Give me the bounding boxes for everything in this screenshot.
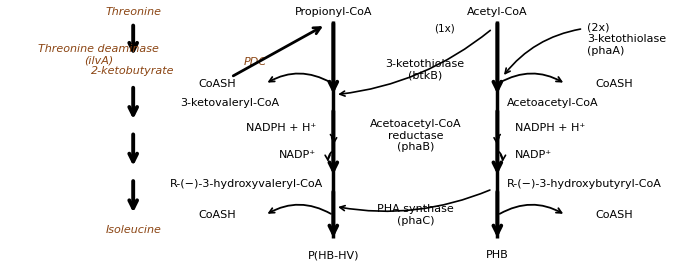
Text: 2-ketobutyrate: 2-ketobutyrate bbox=[92, 66, 175, 76]
Text: PHB: PHB bbox=[486, 250, 509, 260]
Text: Acetyl-CoA: Acetyl-CoA bbox=[467, 7, 528, 17]
Text: NADP⁺: NADP⁺ bbox=[279, 150, 316, 160]
Text: Propionyl-CoA: Propionyl-CoA bbox=[295, 7, 372, 17]
Text: CoASH: CoASH bbox=[595, 210, 633, 220]
Text: Acetoacetyl-CoA: Acetoacetyl-CoA bbox=[507, 98, 598, 108]
Text: NADPH + H⁺: NADPH + H⁺ bbox=[515, 123, 585, 133]
Text: CoASH: CoASH bbox=[595, 79, 633, 89]
Text: NADPH + H⁺: NADPH + H⁺ bbox=[246, 123, 316, 133]
Text: R-(−)-3-hydroxybutyryl-CoA: R-(−)-3-hydroxybutyryl-CoA bbox=[507, 179, 662, 189]
Text: NADP⁺: NADP⁺ bbox=[515, 150, 552, 160]
Text: (2x)
3-ketothiolase
(phaA): (2x) 3-ketothiolase (phaA) bbox=[587, 23, 666, 56]
Text: Threonine deaminase
(ilvA): Threonine deaminase (ilvA) bbox=[38, 44, 160, 66]
Text: 3-ketovaleryl-CoA: 3-ketovaleryl-CoA bbox=[181, 98, 279, 108]
Text: (1x): (1x) bbox=[434, 24, 455, 34]
Text: CoASH: CoASH bbox=[198, 79, 236, 89]
Text: R-(−)-3-hydroxyvaleryl-CoA: R-(−)-3-hydroxyvaleryl-CoA bbox=[170, 179, 323, 189]
Text: P(HB-HV): P(HB-HV) bbox=[307, 250, 359, 260]
Text: CoASH: CoASH bbox=[198, 210, 236, 220]
Text: Acetoacetyl-CoA
reductase
(phaB): Acetoacetyl-CoA reductase (phaB) bbox=[370, 119, 461, 152]
Text: PDC: PDC bbox=[244, 57, 267, 67]
Text: 3-ketothiolase
(btkB): 3-ketothiolase (btkB) bbox=[386, 59, 465, 80]
Text: Isoleucine: Isoleucine bbox=[105, 225, 161, 235]
Text: Threonine: Threonine bbox=[105, 7, 161, 17]
Text: PHA synthase
(phaC): PHA synthase (phaC) bbox=[377, 204, 454, 226]
